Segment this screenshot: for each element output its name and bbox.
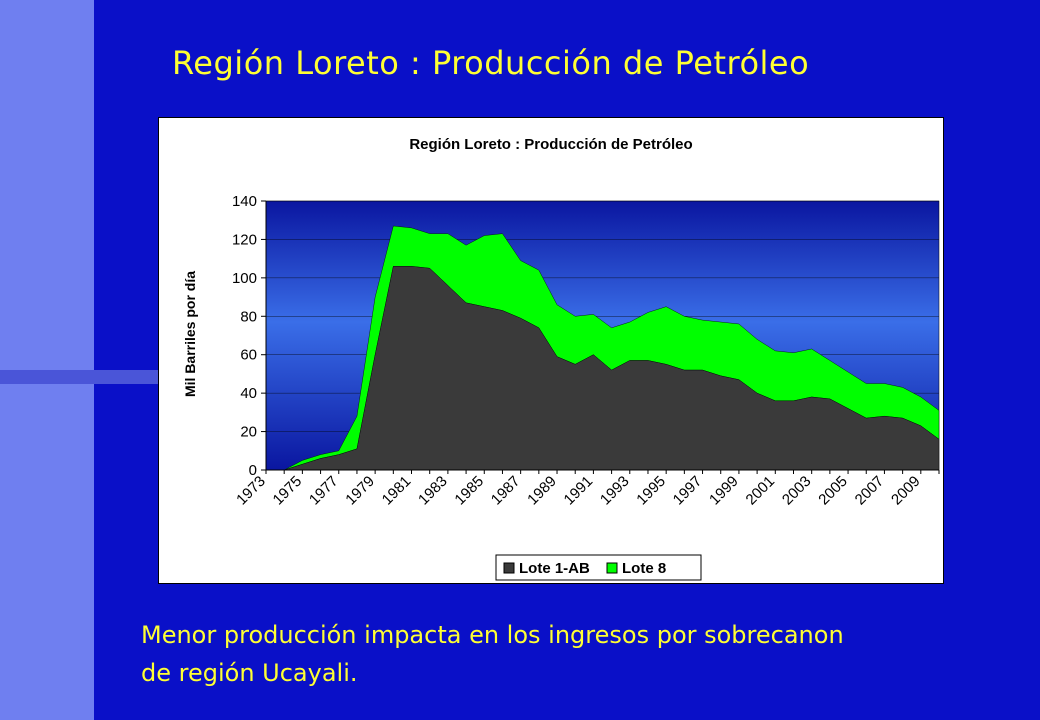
x-tick-label-1993: 1993 bbox=[597, 473, 633, 509]
x-tick-label-2009: 2009 bbox=[888, 473, 924, 509]
chart-frame: Región Loreto : Producción de Petróleo M… bbox=[158, 117, 944, 584]
y-tick-label-100: 100 bbox=[232, 270, 257, 287]
x-tick-label-1973: 1973 bbox=[233, 473, 269, 509]
x-tick-label-1979: 1979 bbox=[342, 473, 378, 509]
y-tick-label-140: 140 bbox=[232, 193, 257, 210]
bottom-note-line2: de región Ucayali. bbox=[141, 659, 358, 687]
area-layer bbox=[266, 225, 940, 471]
legend-swatch-lote8 bbox=[606, 562, 618, 574]
legend-label-lote1: Lote 1-AB bbox=[519, 560, 590, 577]
x-tick-label-1987: 1987 bbox=[488, 473, 524, 509]
side-band bbox=[0, 0, 94, 720]
x-tick-label-1975: 1975 bbox=[270, 473, 306, 509]
x-tick-label-1991: 1991 bbox=[561, 473, 597, 509]
bottom-note: Menor producción impacta en los ingresos… bbox=[141, 616, 1021, 692]
y-tick-label-120: 120 bbox=[232, 231, 257, 248]
x-tick-label-1985: 1985 bbox=[451, 473, 487, 509]
area-lote-1ab bbox=[266, 266, 940, 471]
slide-title: Región Loreto : Producción de Petróleo bbox=[172, 44, 810, 82]
x-tick-label-1977: 1977 bbox=[306, 473, 342, 509]
x-tick-label-1999: 1999 bbox=[706, 473, 742, 509]
x-tick-label-2001: 2001 bbox=[743, 473, 779, 509]
y-tick-label-40: 40 bbox=[240, 385, 257, 402]
x-tick-label-1983: 1983 bbox=[415, 473, 451, 509]
legend-box bbox=[495, 554, 702, 581]
y-tick-label-20: 20 bbox=[240, 424, 257, 441]
x-tick-label-2005: 2005 bbox=[815, 473, 851, 509]
bottom-note-line1: Menor producción impacta en los ingresos… bbox=[141, 621, 844, 649]
x-tick-label-2003: 2003 bbox=[779, 473, 815, 509]
y-tick-label-60: 60 bbox=[240, 347, 257, 364]
y-tick-label-0: 0 bbox=[249, 462, 257, 479]
x-tick-label-1997: 1997 bbox=[670, 473, 706, 509]
chart-svg: Región Loreto : Producción de Petróleo M… bbox=[182, 136, 940, 581]
side-notch bbox=[0, 370, 162, 384]
x-tick-label-1989: 1989 bbox=[524, 473, 560, 509]
y-axis-label: Mil Barriles por día bbox=[182, 271, 198, 397]
x-tick-label-1981: 1981 bbox=[379, 473, 415, 509]
x-tick-label-1995: 1995 bbox=[633, 473, 669, 509]
x-tick-label-2007: 2007 bbox=[852, 473, 888, 509]
legend: Lote 1-AB Lote 8 bbox=[495, 554, 702, 581]
legend-label-lote8: Lote 8 bbox=[622, 560, 666, 577]
y-tick-label-80: 80 bbox=[240, 308, 257, 325]
chart-title: Región Loreto : Producción de Petróleo bbox=[409, 136, 692, 153]
legend-swatch-lote1 bbox=[503, 562, 515, 574]
